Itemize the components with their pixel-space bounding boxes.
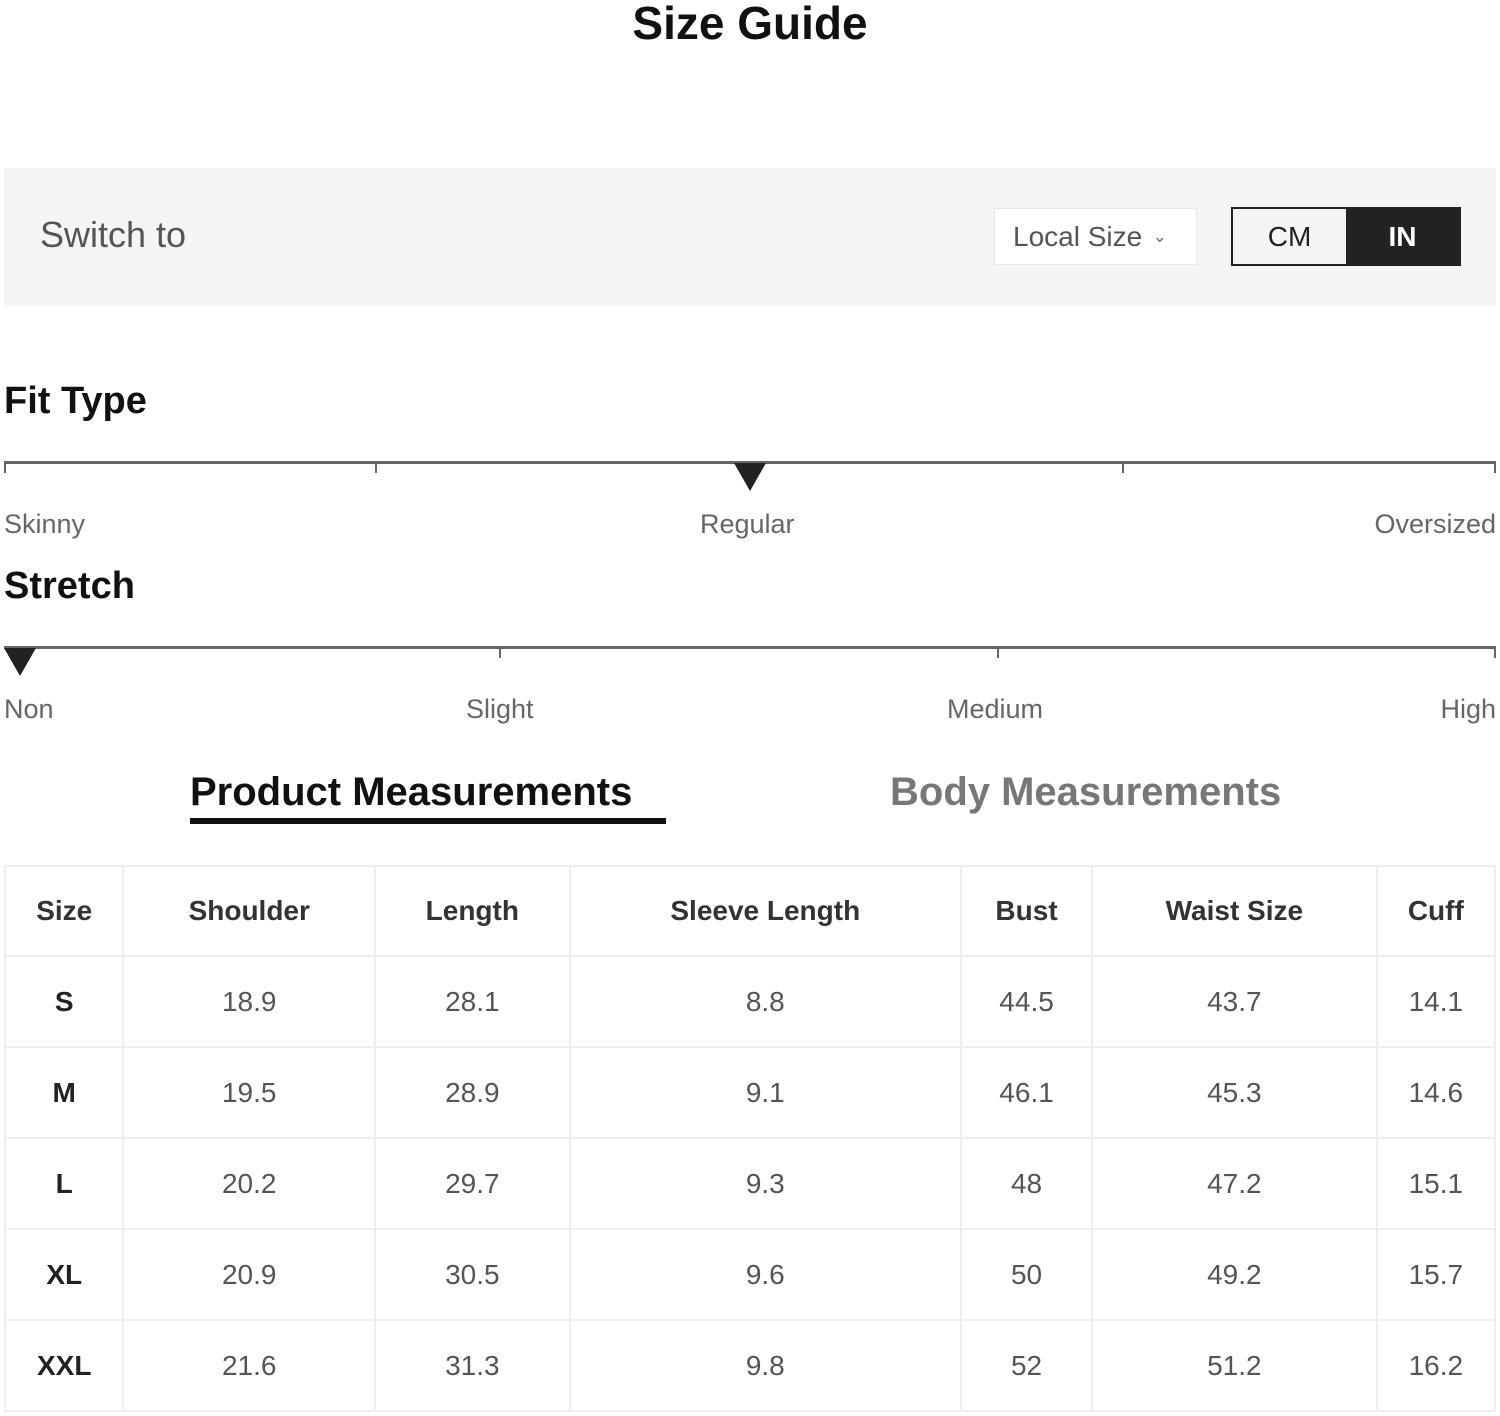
chevron-down-icon: ⌄ xyxy=(1152,226,1168,246)
unit-cm-button[interactable]: CM xyxy=(1267,220,1312,252)
column-header: Shoulder xyxy=(122,865,377,957)
table-row: L 20.2 29.7 9.3 48 47.2 15.1 xyxy=(3,1137,1497,1230)
unit-in-button[interactable]: IN xyxy=(1346,209,1459,264)
measurement-cell: 47.2 xyxy=(1091,1137,1378,1230)
fit-type-heading: Fit Type xyxy=(4,380,147,422)
measurement-cell: 14.6 xyxy=(1375,1046,1497,1139)
scale-tick xyxy=(1494,646,1496,658)
column-header: Size xyxy=(3,865,125,957)
measurements-table: Size Shoulder Length Sleeve Length Bust Waist… xyxy=(3,865,1497,1412)
measurement-cell: 46.1 xyxy=(960,1046,1094,1139)
scale-tick xyxy=(4,461,6,473)
fit-label-skinny: Skinny xyxy=(4,509,86,539)
measurement-cell: 15.1 xyxy=(1375,1137,1497,1230)
measurement-cell: 9.1 xyxy=(568,1046,963,1139)
measurement-cell: 14.1 xyxy=(1375,955,1497,1048)
size-cell: S xyxy=(3,955,125,1048)
tab-body-measurements[interactable]: Body Measurements xyxy=(890,770,1282,814)
measurement-cell: 28.9 xyxy=(374,1046,571,1139)
fit-type-pointer-icon xyxy=(734,463,766,491)
measurement-cell: 50 xyxy=(960,1228,1094,1321)
column-header: Cuff xyxy=(1375,865,1497,957)
measurement-cell: 45.3 xyxy=(1091,1046,1378,1139)
table-header-row: Size Shoulder Length Sleeve Length Bust Waist… xyxy=(3,865,1497,957)
size-cell: L xyxy=(3,1137,125,1230)
size-region-select[interactable]: Local Size ⌄ xyxy=(994,208,1197,265)
stretch-label-non: Non xyxy=(4,694,54,724)
column-header: Sleeve Length xyxy=(568,865,963,957)
size-region-value: Local Size xyxy=(1013,220,1143,252)
scale-tick xyxy=(499,646,501,658)
stretch-label-medium: Medium xyxy=(947,694,1044,724)
measurement-cell: 29.7 xyxy=(374,1137,571,1230)
stretch-label-slight: Slight xyxy=(466,694,534,724)
scale-tick xyxy=(375,461,377,473)
measurement-cell: 16.2 xyxy=(1375,1319,1497,1412)
size-cell: XL xyxy=(3,1228,125,1321)
measurement-cell: 52 xyxy=(960,1319,1094,1412)
stretch-pointer-icon xyxy=(4,648,36,676)
measurement-cell: 9.6 xyxy=(568,1228,963,1321)
measurement-cell: 28.1 xyxy=(374,955,571,1048)
measurement-cell: 8.8 xyxy=(568,955,963,1048)
measurement-cell: 19.5 xyxy=(122,1046,377,1139)
measurement-cell: 30.5 xyxy=(374,1228,571,1321)
scale-tick xyxy=(1122,461,1124,473)
scale-tick xyxy=(1494,461,1496,473)
measurement-cell: 31.3 xyxy=(374,1319,571,1412)
scale-tick xyxy=(997,646,999,658)
size-cell: M xyxy=(3,1046,125,1139)
column-header: Bust xyxy=(960,865,1094,957)
fit-label-regular: Regular xyxy=(700,509,795,539)
fit-type-scale xyxy=(4,461,1496,464)
measurement-cell: 44.5 xyxy=(960,955,1094,1048)
measurement-cell: 20.2 xyxy=(122,1137,377,1230)
stretch-scale xyxy=(4,646,1496,649)
switch-to-label: Switch to xyxy=(40,214,187,255)
fit-label-oversized: Oversized xyxy=(1374,509,1496,539)
size-cell: XXL xyxy=(3,1319,125,1412)
column-header: Waist Size xyxy=(1091,865,1378,957)
measurement-cell: 43.7 xyxy=(1091,955,1378,1048)
unit-toggle[interactable]: CM IN xyxy=(1231,207,1461,266)
table-row: S 18.9 28.1 8.8 44.5 43.7 14.1 xyxy=(3,955,1497,1048)
table-row: M 19.5 28.9 9.1 46.1 45.3 14.6 xyxy=(3,1046,1497,1139)
tab-product-measurements[interactable]: Product Measurements xyxy=(190,770,666,824)
unit-toolbar xyxy=(4,168,1496,306)
measurement-cell: 49.2 xyxy=(1091,1228,1378,1321)
table-row: XXL 21.6 31.3 9.8 52 51.2 16.2 xyxy=(3,1319,1497,1412)
measurement-cell: 51.2 xyxy=(1091,1319,1378,1412)
measurement-cell: 20.9 xyxy=(122,1228,377,1321)
stretch-label-high: High xyxy=(1440,694,1496,724)
measurement-cell: 15.7 xyxy=(1375,1228,1497,1321)
measurement-cell: 9.3 xyxy=(568,1137,963,1230)
measurement-cell: 18.9 xyxy=(122,955,377,1048)
measurement-cell: 21.6 xyxy=(122,1319,377,1412)
measurement-cell: 48 xyxy=(960,1137,1094,1230)
stretch-heading: Stretch xyxy=(4,565,135,607)
measurement-cell: 9.8 xyxy=(568,1319,963,1412)
page-title: Size Guide xyxy=(632,0,868,49)
column-header: Length xyxy=(374,865,571,957)
table-row: XL 20.9 30.5 9.6 50 49.2 15.7 xyxy=(3,1228,1497,1321)
